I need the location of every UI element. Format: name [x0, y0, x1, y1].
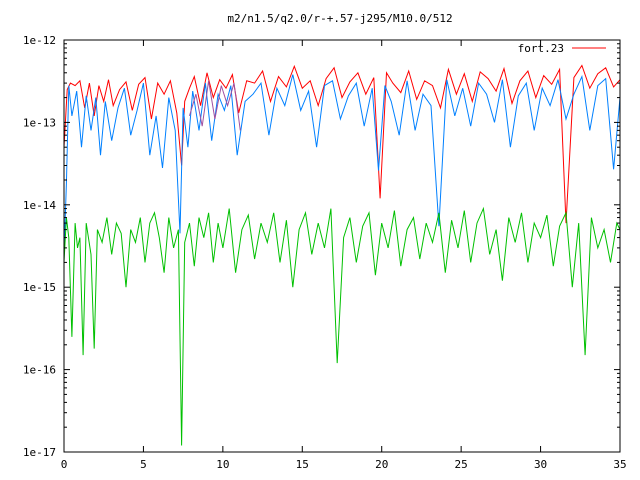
chart-title: m2/n1.5/q2.0/r-+.57-j295/M10.0/512	[227, 12, 452, 25]
x-tick-label: 0	[61, 458, 68, 471]
x-tick-label: 20	[375, 458, 388, 471]
x-tick-label: 10	[216, 458, 229, 471]
y-tick-label: 1e-15	[23, 281, 56, 294]
x-tick-label: 15	[296, 458, 309, 471]
y-tick-label: 1e-12	[23, 34, 56, 47]
y-tick-label: 1e-13	[23, 116, 56, 129]
x-tick-label: 5	[140, 458, 147, 471]
series-layer	[63, 64, 621, 446]
x-tick-label: 25	[455, 458, 468, 471]
series-line-4	[189, 80, 241, 131]
ticks-layer: 0 5 10 15 20 25 30 35 1e-12 1e-13 1e-14 1e-15 1e-16 1…	[23, 34, 627, 471]
series-line-2	[63, 74, 621, 255]
y-tick-label: 1e-17	[23, 446, 56, 459]
y-tick-label: 1e-14	[23, 199, 56, 212]
x-tick-label: 30	[534, 458, 547, 471]
legend: fort.23	[518, 42, 606, 55]
y-tick-label: 1e-16	[23, 364, 56, 377]
legend-label: fort.23	[518, 42, 564, 55]
x-tick-label: 35	[613, 458, 626, 471]
plot-frame	[63, 39, 621, 453]
series-line-1	[63, 64, 621, 224]
series-line-3	[63, 206, 621, 446]
